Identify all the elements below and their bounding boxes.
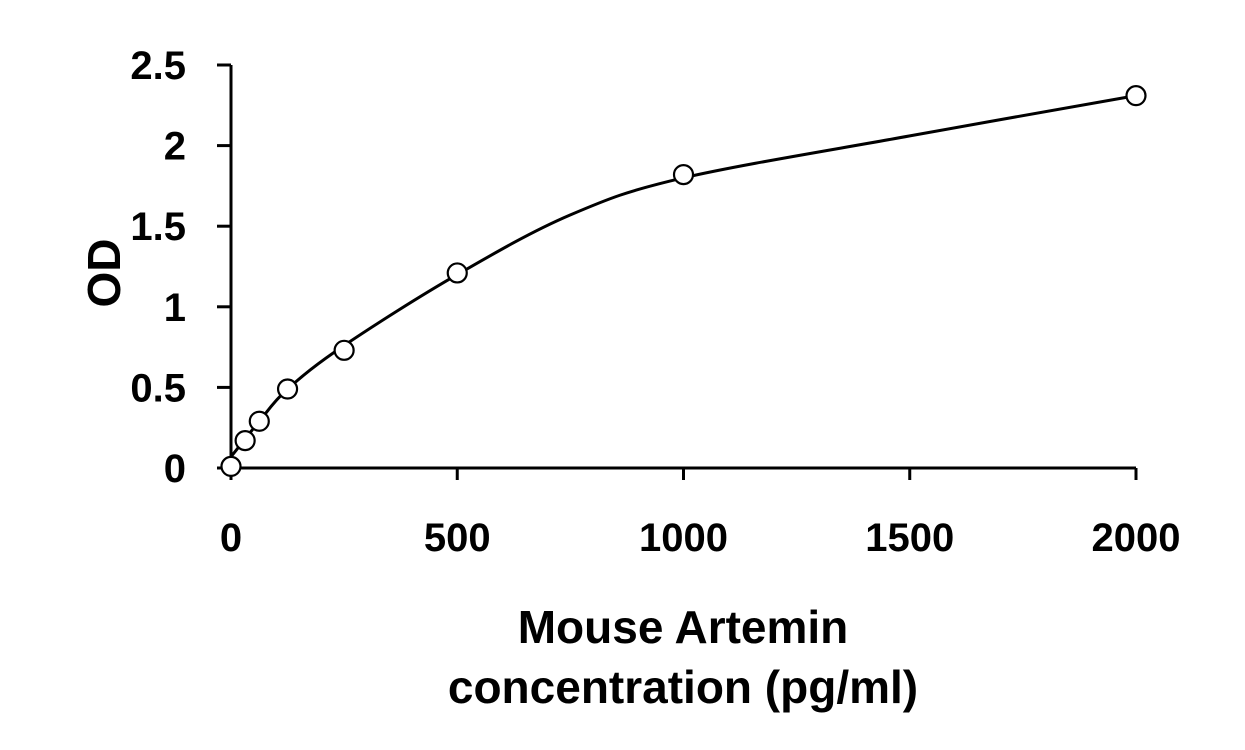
data-points bbox=[220, 85, 1147, 477]
x-axis-ticks: 0 500 1000 1500 2000 bbox=[220, 468, 1181, 560]
x-tick-label: 1500 bbox=[865, 516, 954, 560]
y-tick-label: 1.5 bbox=[130, 205, 186, 249]
x-tick-label: 1000 bbox=[639, 516, 728, 560]
x-tick-label: 2000 bbox=[1092, 516, 1181, 560]
data-point bbox=[446, 262, 468, 284]
data-point bbox=[1125, 85, 1147, 107]
fitted-curve bbox=[229, 94, 1137, 458]
data-point bbox=[672, 164, 695, 186]
data-point bbox=[276, 378, 299, 400]
x-axis-title-line1: Mouse Artemin bbox=[518, 601, 849, 653]
x-tick-label: 500 bbox=[424, 516, 491, 560]
data-point bbox=[220, 455, 242, 477]
x-tick-label: 0 bbox=[220, 516, 242, 560]
y-tick-label: 0 bbox=[164, 447, 186, 491]
x-axis-title-line2: concentration (pg/ml) bbox=[448, 661, 918, 713]
y-tick-label: 2 bbox=[164, 125, 186, 169]
y-tick-label: 2.5 bbox=[130, 44, 186, 88]
y-tick-label: 0.5 bbox=[130, 366, 186, 410]
data-point bbox=[234, 429, 256, 452]
y-axis-title: OD bbox=[78, 239, 130, 308]
data-point bbox=[248, 410, 270, 432]
data-point bbox=[333, 339, 355, 361]
y-axis-ticks: 0 0.5 1 1.5 2 2.5 bbox=[130, 44, 231, 491]
y-tick-label: 1 bbox=[164, 286, 186, 330]
